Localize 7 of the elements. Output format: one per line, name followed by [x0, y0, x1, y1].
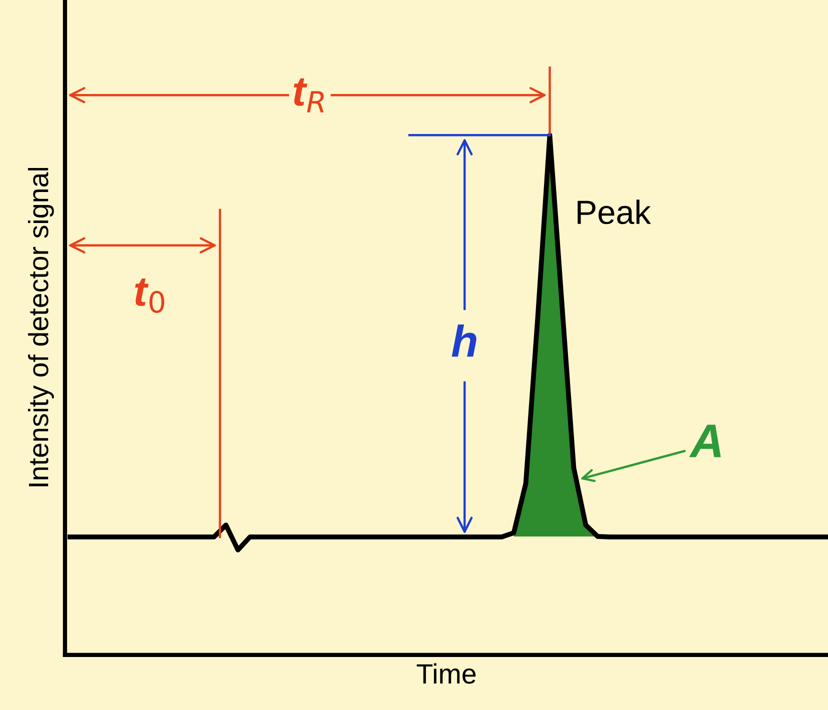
annotation: t$_{0}$ [135, 278, 164, 313]
annotation: Peak [578, 200, 651, 224]
text: t$_{R}$ [294, 78, 324, 112]
annotation: h [452, 324, 476, 357]
x-axis-title: Time [416, 663, 476, 684]
y-axis-title: Intensity of detector signal [28, 168, 54, 486]
annotation: A [689, 424, 721, 458]
